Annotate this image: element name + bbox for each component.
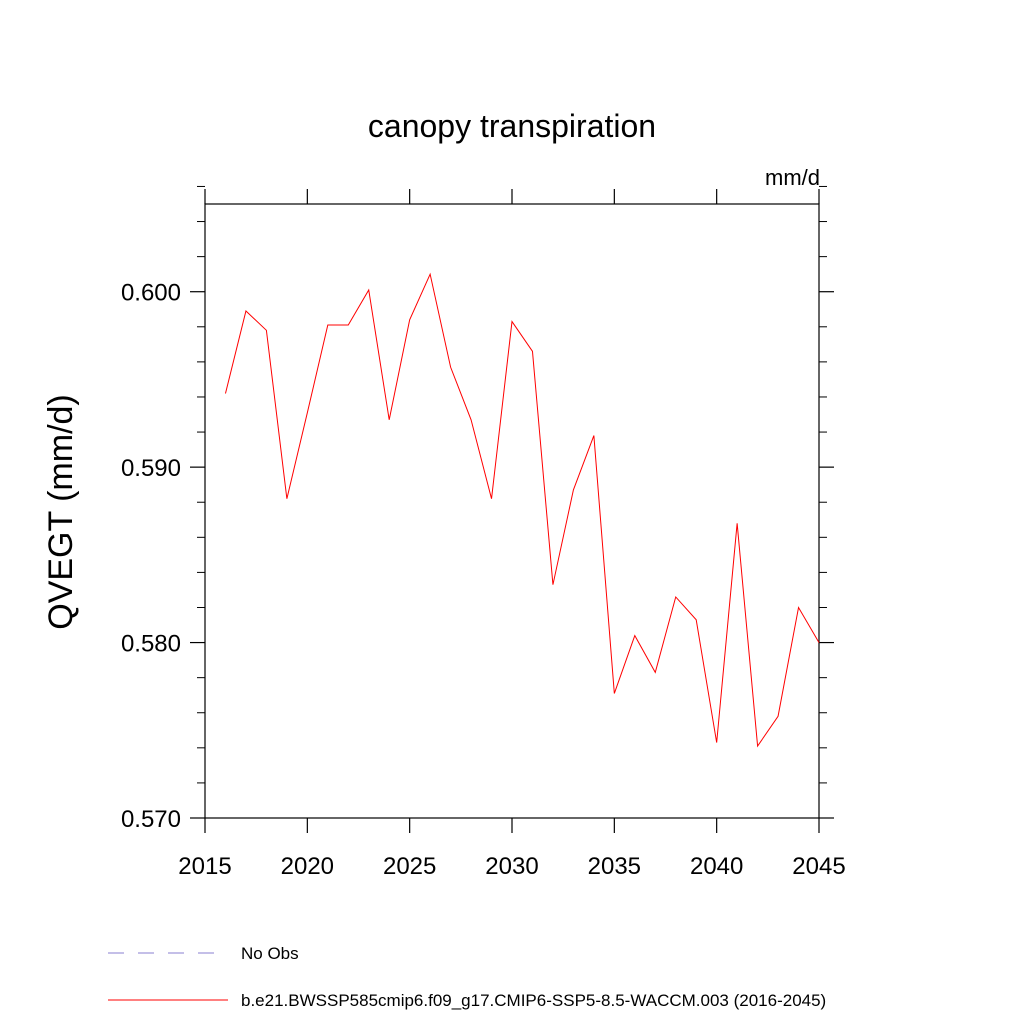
y-axis-label: QVEGT (mm/d) xyxy=(42,394,80,630)
axis-ticks xyxy=(190,185,834,833)
x-tick-label: 2040 xyxy=(690,853,743,880)
units-label: mm/d xyxy=(765,165,820,190)
legend-label-series: b.e21.BWSSP585cmip6.f09_g17.CMIP6-SSP5-8… xyxy=(241,991,826,1010)
x-tick-label: 2030 xyxy=(485,853,538,880)
tick-labels: 2015 2020 2025 2030 2035 2040 2045 0.570 0.580 0.… xyxy=(121,280,846,880)
chart-title: canopy transpiration xyxy=(368,108,656,144)
y-tick-label: 0.570 xyxy=(121,806,181,833)
x-tick-label: 2015 xyxy=(178,853,231,880)
y-tick-label: 0.600 xyxy=(121,280,181,307)
x-tick-label: 2035 xyxy=(588,853,641,880)
x-tick-label: 2045 xyxy=(792,853,845,880)
series-line xyxy=(224,272,820,748)
x-tick-label: 2020 xyxy=(281,853,334,880)
series-points xyxy=(224,273,821,748)
legend-label-no-obs: No Obs xyxy=(241,944,299,963)
y-tick-label: 0.580 xyxy=(121,631,181,658)
x-tick-label: 2025 xyxy=(383,853,436,880)
plot-frame xyxy=(204,203,820,819)
y-tick-label: 0.590 xyxy=(121,455,181,482)
